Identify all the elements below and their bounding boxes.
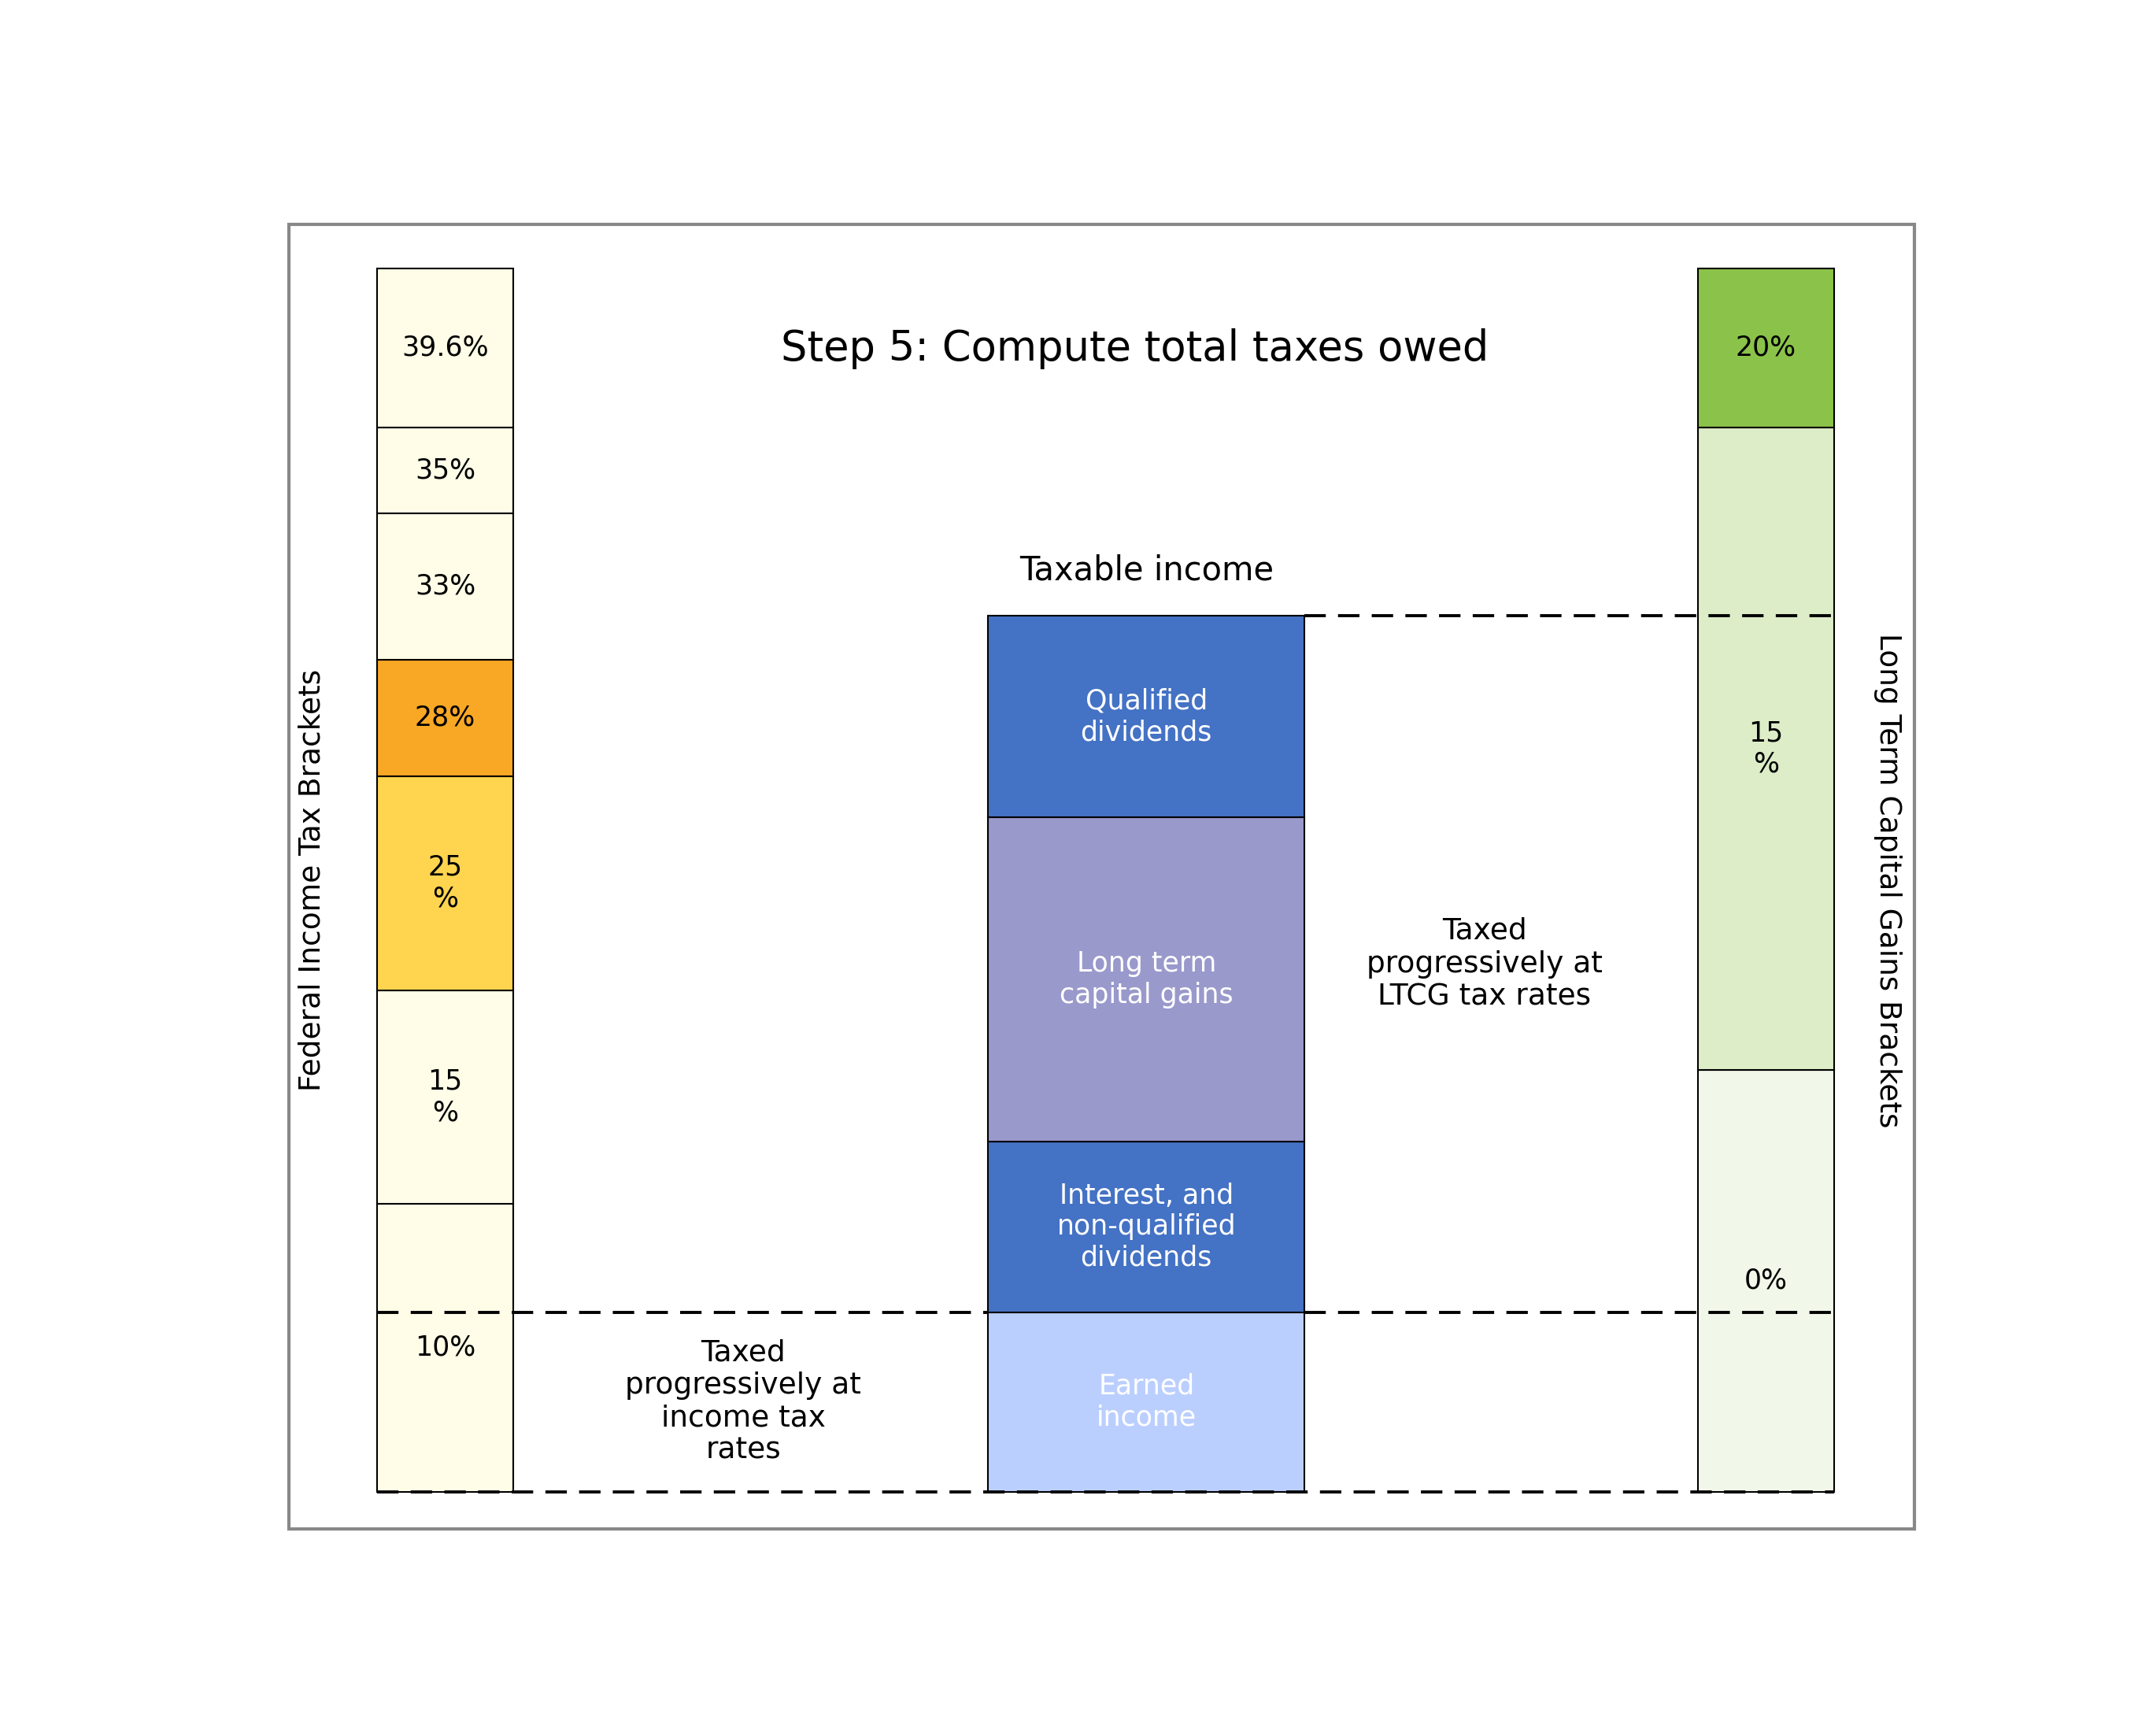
Bar: [1698, 269, 1835, 427]
Text: 25
%: 25 %: [428, 854, 462, 911]
Bar: [989, 616, 1304, 818]
Text: Taxed
progressively at
income tax
rates: Taxed progressively at income tax rates: [625, 1338, 862, 1465]
Text: Interest, and
non-qualified
dividends: Interest, and non-qualified dividends: [1057, 1182, 1236, 1271]
Text: Federal Income Tax Brackets: Federal Income Tax Brackets: [299, 668, 327, 1092]
FancyBboxPatch shape: [288, 224, 1915, 1529]
Text: 28%: 28%: [415, 705, 475, 731]
Text: 39.6%: 39.6%: [402, 335, 488, 361]
Bar: [1698, 1069, 1835, 1491]
Text: Taxable income: Taxable income: [1019, 554, 1274, 587]
Text: 0%: 0%: [1745, 1267, 1788, 1293]
Text: 20%: 20%: [1736, 335, 1797, 361]
Bar: [376, 427, 514, 514]
Bar: [376, 514, 514, 660]
Text: 15
%: 15 %: [1749, 720, 1784, 778]
Bar: [376, 269, 514, 427]
Bar: [376, 660, 514, 776]
Bar: [989, 1141, 1304, 1312]
Text: Step 5: Compute total taxes owed: Step 5: Compute total taxes owed: [780, 328, 1489, 370]
Bar: [376, 1205, 514, 1491]
Text: 35%: 35%: [415, 457, 475, 484]
Text: Earned
income: Earned income: [1096, 1373, 1197, 1430]
Text: Long term
capital gains: Long term capital gains: [1059, 951, 1234, 1009]
Bar: [376, 990, 514, 1205]
Bar: [1698, 427, 1835, 1069]
Bar: [989, 1312, 1304, 1491]
Text: 15
%: 15 %: [428, 1068, 462, 1127]
Text: 33%: 33%: [415, 573, 475, 601]
Text: 10%: 10%: [415, 1335, 475, 1361]
Text: Qualified
dividends: Qualified dividends: [1081, 687, 1212, 745]
Text: Taxed
progressively at
LTCG tax rates: Taxed progressively at LTCG tax rates: [1367, 917, 1603, 1010]
Text: Long Term Capital Gains Brackets: Long Term Capital Gains Brackets: [1874, 632, 1902, 1127]
Bar: [989, 818, 1304, 1141]
Bar: [376, 776, 514, 990]
